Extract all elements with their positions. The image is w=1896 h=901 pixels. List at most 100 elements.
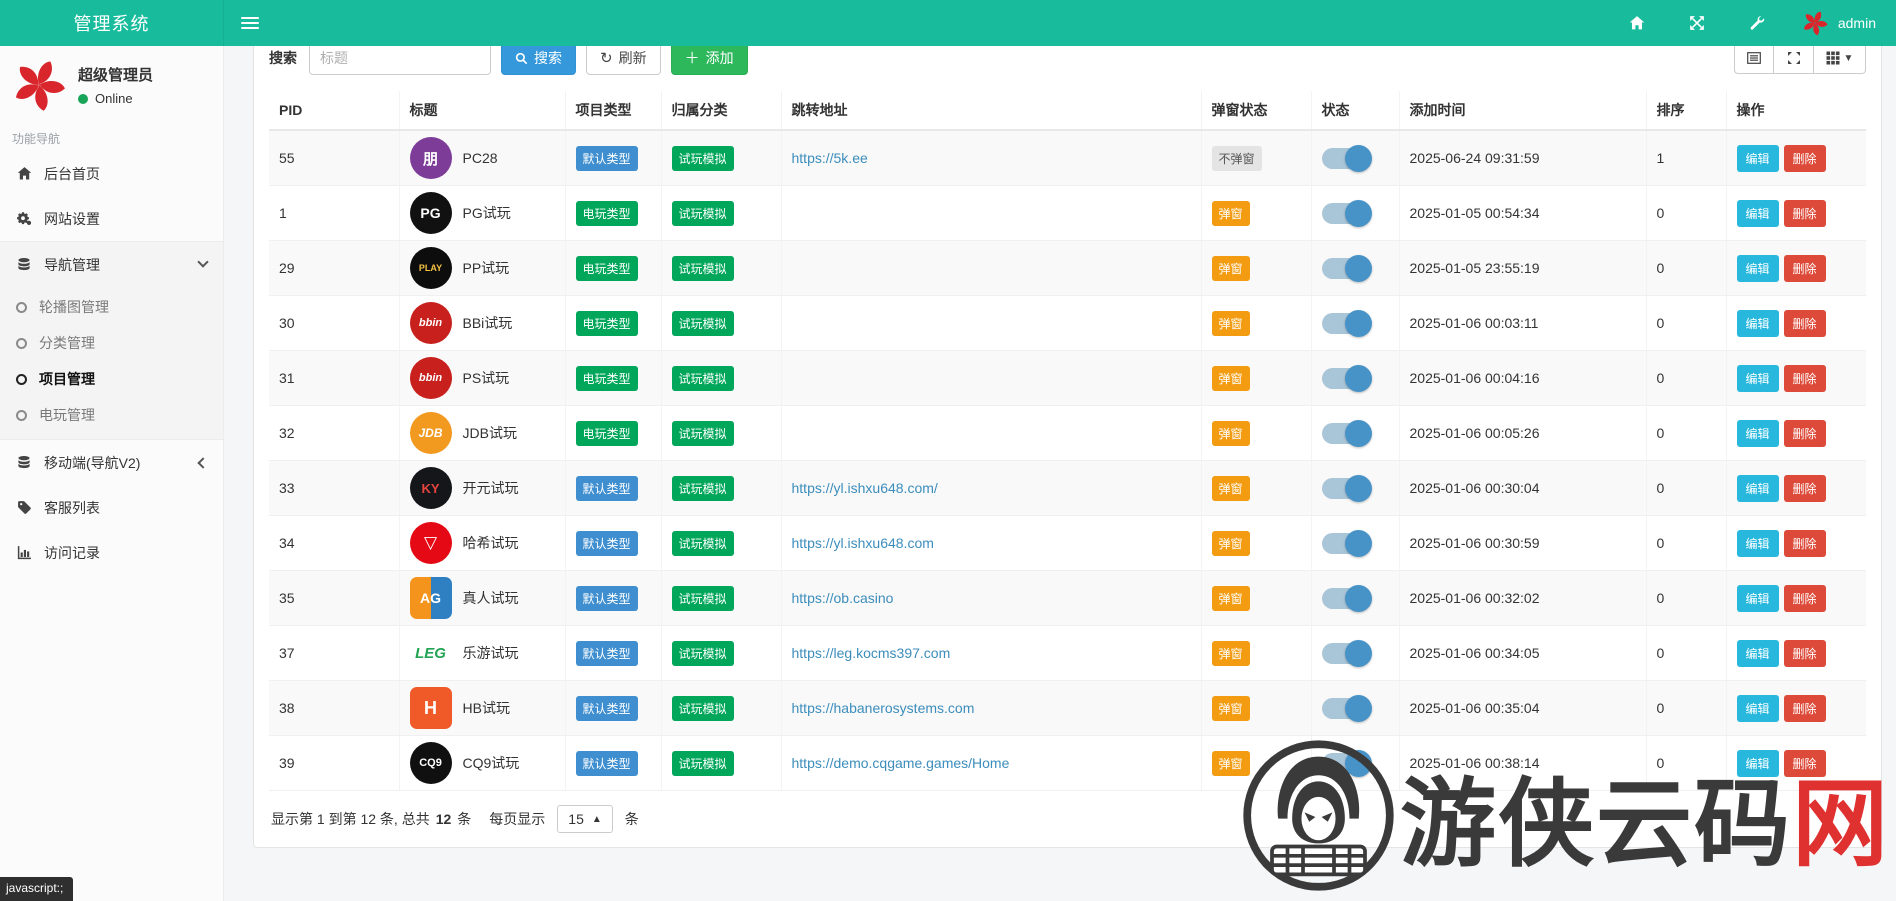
sidebar-item-visit-log[interactable]: 访问记录 [0, 530, 223, 575]
search-button[interactable]: 搜索 [501, 41, 576, 75]
jump-url-link[interactable]: https://leg.kocms397.com [791, 645, 951, 661]
edit-button[interactable]: 编辑 [1736, 474, 1779, 502]
status-toggle[interactable] [1321, 419, 1372, 447]
sidebar-item-mobile-nav[interactable]: 移动端(导航V2) [0, 440, 223, 485]
sidebar-item-site-settings[interactable]: 网站设置 [0, 196, 223, 241]
sidebar-item-category[interactable]: 分类管理 [0, 325, 223, 361]
project-logo: ▽ [409, 522, 452, 564]
cell-url: https://ob.casino [781, 570, 1202, 626]
delete-button[interactable]: 删除 [1783, 364, 1826, 392]
delete-button[interactable]: 删除 [1783, 254, 1826, 282]
cell-status [1311, 680, 1400, 736]
cell-status [1311, 240, 1400, 296]
status-toggle[interactable] [1321, 694, 1372, 722]
edit-button[interactable]: 编辑 [1736, 584, 1779, 612]
delete-button[interactable]: 删除 [1783, 529, 1826, 557]
edit-button[interactable]: 编辑 [1736, 694, 1779, 722]
delete-button[interactable]: 删除 [1783, 749, 1826, 777]
category-badge: 试玩模拟 [671, 475, 734, 501]
status-toggle[interactable] [1321, 199, 1372, 227]
popup-status-badge: 弹窗 [1211, 585, 1250, 611]
popup-status-badge: 弹窗 [1211, 365, 1250, 391]
circle-icon [16, 337, 27, 349]
user-menu[interactable]: admin [1802, 10, 1876, 36]
grid-icon [1826, 51, 1840, 65]
online-status-label: Online [95, 91, 133, 106]
circle-icon [16, 409, 27, 421]
delete-button[interactable]: 删除 [1783, 144, 1826, 172]
sidebar-item-dashboard[interactable]: 后台首页 [0, 151, 223, 196]
cell-status [1311, 625, 1400, 681]
cell-created-time: 2025-01-06 00:30:59 [1399, 515, 1647, 571]
delete-button[interactable]: 删除 [1783, 694, 1826, 722]
submenu-label: 电玩管理 [39, 407, 95, 423]
col-pid: PID [269, 91, 400, 131]
edit-button[interactable]: 编辑 [1736, 309, 1779, 337]
popup-status-badge: 不弹窗 [1211, 145, 1262, 171]
status-toggle[interactable] [1321, 749, 1372, 777]
columns-dropdown-button[interactable]: ▼ [1814, 42, 1866, 74]
fullscreen-icon[interactable] [1682, 8, 1712, 38]
wrench-icon[interactable] [1742, 8, 1772, 38]
delete-button[interactable]: 删除 [1783, 199, 1826, 227]
sidebar-item-carousel[interactable]: 轮播图管理 [0, 289, 223, 325]
edit-button[interactable]: 编辑 [1736, 529, 1779, 557]
delete-button[interactable]: 删除 [1783, 474, 1826, 502]
sidebar-toggle-button[interactable] [224, 0, 276, 46]
cell-sort: 1 [1646, 130, 1727, 186]
edit-button[interactable]: 编辑 [1736, 364, 1779, 392]
cell-popup: 弹窗 [1201, 680, 1312, 736]
jump-url-link[interactable]: https://5k.ee [791, 150, 868, 166]
cell-created-time: 2025-01-06 00:32:02 [1399, 570, 1647, 626]
cell-created-time: 2025-01-05 00:54:34 [1399, 185, 1647, 241]
refresh-button[interactable]: ↻ 刷新 [586, 41, 661, 75]
edit-button[interactable]: 编辑 [1736, 144, 1779, 172]
cell-type: 电玩类型 [565, 185, 662, 241]
edit-button[interactable]: 编辑 [1736, 639, 1779, 667]
delete-button[interactable]: 删除 [1783, 419, 1826, 447]
status-toggle[interactable] [1321, 364, 1372, 392]
cell-pid: 38 [269, 680, 400, 736]
cell-created-time: 2025-01-06 00:34:05 [1399, 625, 1647, 681]
jump-url-link[interactable]: https://habanerosystems.com [791, 700, 975, 716]
status-toggle[interactable] [1321, 309, 1372, 337]
sidebar-item-project[interactable]: 项目管理 [0, 361, 223, 397]
jump-url-link[interactable]: https://demo.cqgame.games/Home [791, 755, 1010, 771]
status-toggle[interactable] [1321, 474, 1372, 502]
cell-url [781, 405, 1202, 461]
list-view-button[interactable] [1734, 42, 1774, 74]
page-size-select[interactable]: 15 ▲ [557, 805, 613, 833]
sidebar-item-service-list[interactable]: 客服列表 [0, 485, 223, 530]
popup-status-badge: 弹窗 [1211, 420, 1250, 446]
edit-button[interactable]: 编辑 [1736, 199, 1779, 227]
project-title: CQ9试玩 [462, 755, 520, 771]
delete-button[interactable]: 删除 [1783, 584, 1826, 612]
sidebar-item-nav-management[interactable]: 导航管理 [0, 242, 223, 287]
expand-icon [1787, 52, 1800, 64]
category-badge: 试玩模拟 [671, 200, 734, 226]
edit-button[interactable]: 编辑 [1736, 254, 1779, 282]
sidebar-item-egame[interactable]: 电玩管理 [0, 397, 223, 433]
search-input[interactable] [309, 41, 491, 75]
status-toggle[interactable] [1321, 639, 1372, 667]
delete-button[interactable]: 删除 [1783, 639, 1826, 667]
jump-url-link[interactable]: https://ob.casino [791, 590, 894, 606]
jump-url-link[interactable]: https://yl.ishxu648.com [791, 535, 934, 551]
pagination-suffix: 条 [457, 811, 472, 827]
expand-view-button[interactable] [1774, 42, 1814, 74]
user-name: 超级管理员 [78, 67, 154, 84]
status-toggle[interactable] [1321, 254, 1372, 282]
jump-url-link[interactable]: https://yl.ishxu648.com/ [791, 480, 938, 496]
status-toggle[interactable] [1321, 529, 1372, 557]
status-toggle[interactable] [1321, 584, 1372, 612]
type-badge: 电玩类型 [575, 255, 638, 281]
home-icon[interactable] [1622, 8, 1652, 38]
add-button[interactable]: ＋ 添加 [670, 41, 748, 75]
edit-button[interactable]: 编辑 [1736, 749, 1779, 777]
sidebar-section-label: 功能导航 [12, 132, 61, 146]
delete-button[interactable]: 删除 [1783, 309, 1826, 337]
refresh-button-label: 刷新 [618, 50, 647, 66]
status-toggle[interactable] [1321, 144, 1372, 172]
plus-icon: ＋ [684, 49, 700, 67]
edit-button[interactable]: 编辑 [1736, 419, 1779, 447]
